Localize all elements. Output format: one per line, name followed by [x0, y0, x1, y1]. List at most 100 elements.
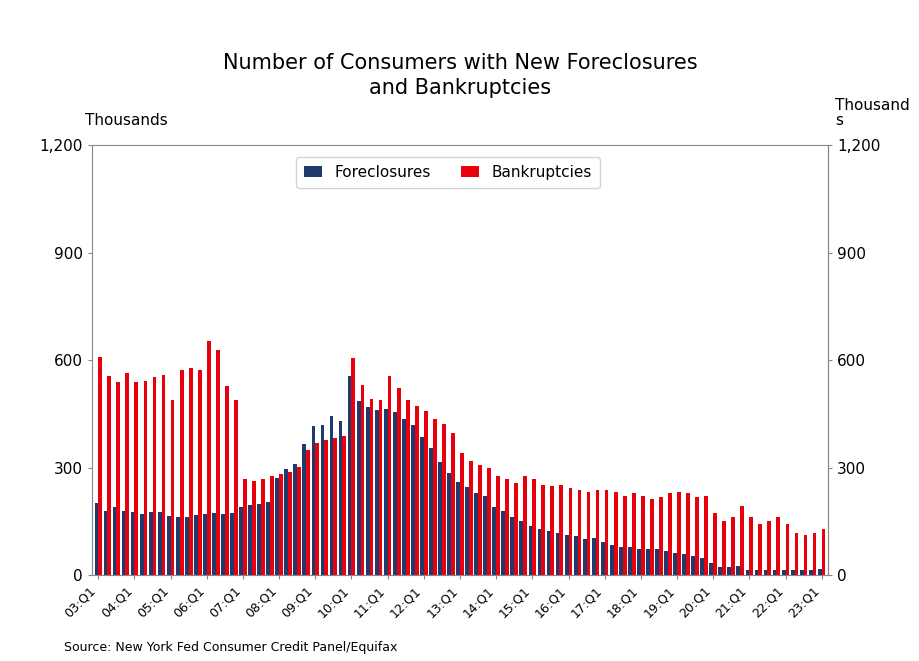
Bar	[600, 542, 604, 575]
Bar	[239, 507, 243, 575]
Bar	[736, 566, 740, 575]
Bar	[140, 514, 143, 575]
Bar	[654, 549, 658, 575]
Bar	[613, 492, 617, 575]
Bar	[486, 469, 491, 575]
Bar	[618, 547, 622, 575]
Bar	[433, 418, 437, 575]
Bar	[645, 549, 649, 575]
Bar	[582, 539, 586, 575]
Bar	[288, 472, 291, 575]
Bar	[540, 485, 545, 575]
Bar	[577, 490, 581, 575]
Bar	[224, 387, 229, 575]
Bar	[727, 567, 731, 575]
Bar	[420, 437, 424, 575]
Bar	[207, 341, 210, 575]
Bar	[595, 490, 599, 575]
Bar	[460, 453, 463, 575]
Bar	[121, 510, 125, 575]
Bar	[555, 533, 559, 575]
Bar	[456, 482, 460, 575]
Text: Source: New York Fed Consumer Credit Panel/Equifax: Source: New York Fed Consumer Credit Pan…	[64, 641, 397, 654]
Bar	[112, 507, 117, 575]
Bar	[185, 517, 188, 575]
Bar	[673, 553, 676, 575]
Bar	[731, 517, 734, 575]
Bar	[357, 401, 360, 575]
Bar	[785, 524, 789, 575]
Bar	[108, 376, 111, 575]
Bar	[104, 510, 108, 575]
Bar	[347, 376, 351, 575]
Bar	[437, 462, 441, 575]
Bar	[447, 473, 450, 575]
Bar	[320, 424, 324, 575]
Bar	[143, 381, 147, 575]
Bar	[383, 408, 387, 575]
Bar	[270, 475, 274, 575]
Bar	[721, 521, 725, 575]
Bar	[342, 436, 346, 575]
Bar	[387, 375, 391, 575]
Bar	[266, 502, 270, 575]
Bar	[95, 504, 98, 575]
Bar	[658, 497, 662, 575]
Bar	[392, 412, 396, 575]
Bar	[636, 549, 641, 575]
Bar	[528, 525, 532, 575]
Bar	[134, 381, 138, 575]
Bar	[179, 370, 183, 575]
Bar	[550, 486, 553, 575]
Bar	[808, 570, 811, 575]
Bar	[510, 517, 514, 575]
Bar	[754, 570, 757, 575]
Bar	[411, 424, 414, 575]
Bar	[329, 416, 333, 575]
Bar	[559, 485, 562, 575]
Bar	[799, 570, 802, 575]
Bar	[428, 448, 433, 575]
Bar	[450, 432, 454, 575]
Bar	[501, 512, 505, 575]
Bar	[474, 492, 478, 575]
Bar	[748, 517, 753, 575]
Bar	[772, 570, 776, 575]
Text: Number of Consumers with New Foreclosures
and Bankruptcies: Number of Consumers with New Foreclosure…	[222, 53, 697, 98]
Bar	[424, 411, 427, 575]
Bar	[369, 399, 373, 575]
Bar	[776, 517, 779, 575]
Bar	[709, 563, 712, 575]
Bar	[360, 385, 364, 575]
Text: Thousands: Thousands	[85, 113, 167, 128]
Bar	[374, 410, 379, 575]
Bar	[740, 506, 743, 575]
Bar	[573, 537, 577, 575]
Bar	[794, 533, 798, 575]
Bar	[176, 517, 179, 575]
Bar	[312, 426, 315, 575]
Text: Thousand
s: Thousand s	[834, 98, 909, 128]
Legend: Foreclosures, Bankruptcies: Foreclosures, Bankruptcies	[296, 157, 599, 188]
Bar	[188, 368, 192, 575]
Bar	[293, 464, 297, 575]
Bar	[248, 505, 252, 575]
Bar	[252, 481, 255, 575]
Bar	[649, 499, 653, 575]
Bar	[153, 377, 156, 575]
Bar	[278, 474, 283, 575]
Bar	[333, 438, 337, 575]
Bar	[482, 496, 486, 575]
Bar	[519, 521, 523, 575]
Bar	[315, 444, 319, 575]
Bar	[233, 401, 237, 575]
Bar	[302, 444, 306, 575]
Bar	[686, 493, 689, 575]
Bar	[166, 516, 171, 575]
Bar	[158, 512, 162, 575]
Bar	[117, 381, 120, 575]
Bar	[478, 465, 482, 575]
Bar	[591, 538, 595, 575]
Bar	[718, 567, 721, 575]
Bar	[690, 556, 695, 575]
